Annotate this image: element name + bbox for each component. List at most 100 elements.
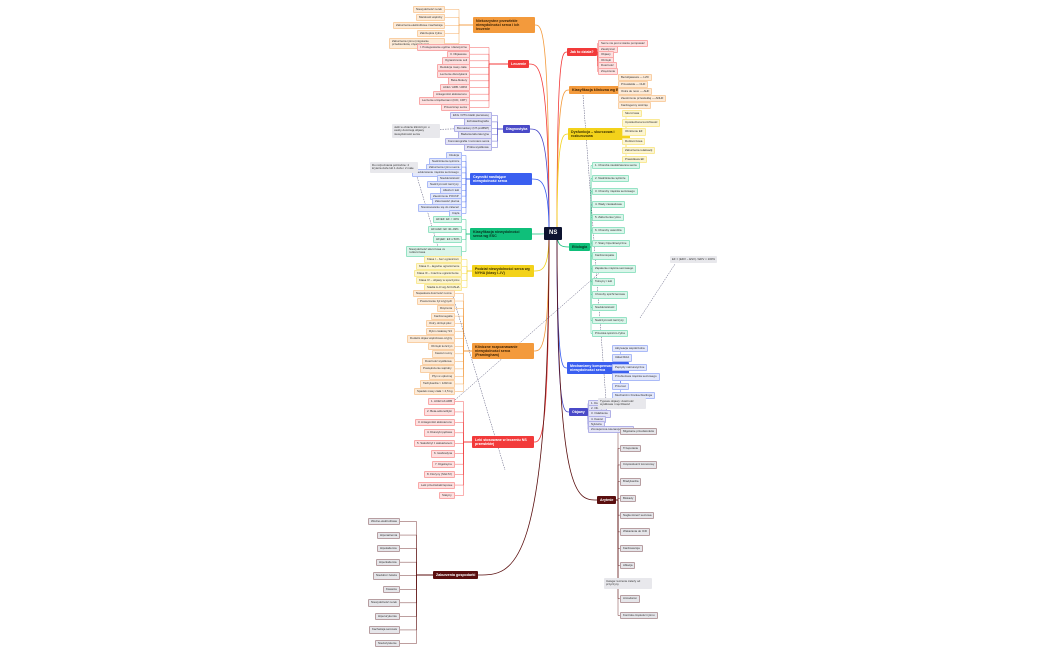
- root-node[interactable]: NS: [544, 227, 563, 240]
- child-node[interactable]: Tachykardia > 120/min: [420, 380, 456, 388]
- child-node[interactable]: Kardiogenny wstrząs: [618, 102, 651, 110]
- child-node[interactable]: Dodatni objaw wątrobowo-szyjny: [407, 335, 456, 343]
- branch-node[interactable]: Leczenie: [508, 60, 530, 69]
- child-node[interactable]: Rytm cwałowy S3: [426, 327, 455, 336]
- child-node[interactable]: Choroby spichrzeniowe: [592, 291, 629, 299]
- child-node[interactable]: Niewydolność nerek: [368, 599, 400, 607]
- branch-node[interactable]: Arytmie: [597, 496, 617, 505]
- branch-node[interactable]: Dysfunkcja – skurczowa i rozkurczowa: [568, 128, 630, 141]
- child-node[interactable]: Serce nie jest w stanie pompować: [598, 40, 648, 48]
- child-node[interactable]: Statyny: [439, 492, 455, 500]
- child-node[interactable]: Hiperkaliemia: [376, 558, 400, 566]
- child-node[interactable]: Nadczynność tarczycy: [592, 317, 627, 325]
- child-node[interactable]: Obrzęki kończyn: [428, 342, 456, 351]
- child-node[interactable]: Płyn w opłucnej: [429, 372, 456, 381]
- child-node[interactable]: Napadowa duszność nocna: [413, 290, 455, 298]
- child-node[interactable]: 3. Choroby mięśnia sercowego: [592, 187, 638, 196]
- branch-node[interactable]: Etiologia: [569, 243, 591, 252]
- child-node[interactable]: I. Postępowanie ogólne i dietetyczne: [417, 44, 470, 52]
- child-node[interactable]: Układ RAA: [612, 354, 633, 362]
- child-node[interactable]: 5. Sakubitryl z walsartanem: [414, 439, 456, 448]
- child-node[interactable]: Bradykardia: [620, 478, 642, 486]
- child-node[interactable]: 8. Flozyny (SGLT2): [424, 471, 455, 479]
- child-node[interactable]: Leki przeciwzakrzepowe: [418, 481, 456, 489]
- child-node[interactable]: Próba wysiłkowa: [464, 144, 492, 152]
- branch-node[interactable]: Zaburzenia gospodarki: [433, 571, 479, 580]
- child-node[interactable]: Duszność wysiłkowa: [422, 357, 455, 366]
- child-node[interactable]: Hipokaliemia: [377, 545, 400, 553]
- child-node[interactable]: Spadek masy ciała > 4,5 kg: [414, 388, 456, 396]
- child-node[interactable]: Powiększenie wątroby: [420, 365, 455, 373]
- child-node[interactable]: Ablacja: [620, 561, 636, 570]
- child-node[interactable]: HFpEF: EF ≥ 50%: [433, 236, 463, 244]
- child-node[interactable]: Przebudowa mięśnia sercowego: [612, 373, 660, 381]
- child-node[interactable]: Marskość wątroby: [416, 14, 446, 22]
- child-node[interactable]: Upośledzona kurczliwość: [622, 119, 661, 127]
- child-node[interactable]: 2. Beta-adrenolityki: [424, 408, 455, 416]
- child-node[interactable]: Kardiomiopatie: [592, 252, 618, 260]
- child-node[interactable]: Niewydolność nerek: [413, 6, 445, 14]
- child-node[interactable]: Klasa III – znaczne ograniczenie: [414, 270, 462, 278]
- child-node[interactable]: Niestosowanie się do zaleceń: [418, 204, 463, 212]
- branch-node[interactable]: Niekorzystne przewlekłe niewydolności se…: [473, 17, 535, 34]
- child-node[interactable]: Ostry obrzęk płuc: [426, 320, 455, 328]
- branch-node[interactable]: Leki stosowane w leczeniu NS przewlekłej: [472, 436, 534, 449]
- child-node[interactable]: Wodno-elektrolitowe: [368, 518, 401, 526]
- child-node[interactable]: Zaburzenia elektrolitowe i kacheksja: [393, 22, 446, 30]
- branch-node[interactable]: Czynniki nasilające niewydolność serca: [470, 173, 532, 186]
- child-node[interactable]: Przetoka tętniczo-żylna: [592, 330, 628, 338]
- child-node[interactable]: Przewlekła — CHF: [618, 81, 649, 89]
- branch-node[interactable]: Kliniczne rozpoznawanie niewydolności se…: [472, 343, 534, 360]
- child-node[interactable]: Niedokrwistość: [592, 304, 618, 312]
- child-node[interactable]: Przeszczep serca: [441, 104, 470, 112]
- child-node[interactable]: Klasa I – bez ograniczeń: [424, 256, 462, 264]
- branch-node[interactable]: Diagnostyka: [503, 125, 531, 134]
- child-node[interactable]: Obniżenie EF: [622, 128, 646, 136]
- child-node[interactable]: Zmęczenie: [598, 68, 619, 76]
- child-node[interactable]: 5. Zaburzenia rytmu: [592, 213, 624, 222]
- child-node[interactable]: Kardiomegalia: [431, 312, 456, 320]
- child-node[interactable]: Kontrola częstości rytmu: [620, 612, 658, 620]
- branch-node[interactable]: Jak to działa?: [567, 48, 597, 57]
- child-node[interactable]: Niedokrwienie mięśnia sercowego: [412, 169, 462, 177]
- child-node[interactable]: Hiperurykemia: [375, 612, 400, 621]
- child-node[interactable]: Poszerzenie żył szyjnych: [417, 297, 456, 305]
- child-node[interactable]: Amiodaron: [620, 595, 640, 603]
- child-node[interactable]: 7. Digoksyna: [432, 460, 455, 468]
- child-node[interactable]: 4. Diuretyki pętlowe: [424, 429, 456, 437]
- child-node[interactable]: Częstoskurcz komorowy: [620, 461, 658, 469]
- child-node[interactable]: Rozkurczowa: [622, 137, 646, 145]
- child-node[interactable]: 6. Iwabradyna: [431, 450, 456, 458]
- child-node[interactable]: Zakrzepica żylna: [417, 30, 445, 38]
- child-node[interactable]: 3. Antagoniści aldosteronu: [415, 418, 455, 427]
- child-node[interactable]: 1. ACEI lub ARB: [428, 398, 456, 406]
- child-node[interactable]: Rzężenia: [437, 305, 456, 313]
- child-node[interactable]: 7. Stany hiperkinetyczne: [592, 239, 630, 247]
- child-node[interactable]: Klasa II – łagodne ograniczenie: [416, 263, 463, 271]
- branch-node[interactable]: Podział niewydolności serca wg NYHA (kla…: [472, 265, 534, 278]
- child-node[interactable]: Trzepotanie: [620, 444, 642, 453]
- branch-node[interactable]: Klasyfikacja niewydolności serca wg ESC: [470, 228, 532, 241]
- child-node[interactable]: HFmrEF: EF 40–49%: [428, 226, 462, 234]
- child-node[interactable]: Bezobjawowa — LVD: [618, 74, 652, 82]
- child-node[interactable]: Peptydy natriuretyczne: [612, 363, 648, 372]
- child-node[interactable]: Zapalenie mięśnia sercowego: [592, 265, 637, 273]
- child-node[interactable]: 6. Choroby osierdzia: [592, 226, 625, 234]
- child-node[interactable]: Kwasica: [383, 585, 400, 594]
- child-node[interactable]: 1. Choroba niedokrwienna serca: [592, 162, 640, 170]
- child-node[interactable]: Zaostrzenie przewlekłej — ADHF: [618, 95, 667, 103]
- branch-node[interactable]: Objawy: [569, 408, 588, 417]
- child-node[interactable]: Migotanie przedsionków: [620, 428, 658, 436]
- child-node[interactable]: Hiponatremia: [377, 531, 401, 539]
- child-node[interactable]: Przerost: [612, 382, 629, 390]
- child-node[interactable]: Kaszel nocny: [432, 350, 456, 358]
- child-node[interactable]: Kacheksja sercowa: [369, 626, 400, 634]
- child-node[interactable]: HFrEF: EF < 40%: [433, 216, 462, 224]
- child-node[interactable]: 2. Nadciśnienie tętnicze: [592, 174, 629, 183]
- child-node[interactable]: Toksyny i leki: [592, 278, 616, 286]
- child-node[interactable]: Wskazania do ICD: [620, 528, 650, 536]
- child-node[interactable]: Niedobór żelaza: [373, 572, 400, 580]
- child-node[interactable]: Ostra de novo — AHF: [618, 88, 653, 96]
- child-node[interactable]: 4. Wady zastawkowe: [592, 200, 626, 209]
- child-node[interactable]: Zaburzenia relaksacji: [622, 146, 656, 155]
